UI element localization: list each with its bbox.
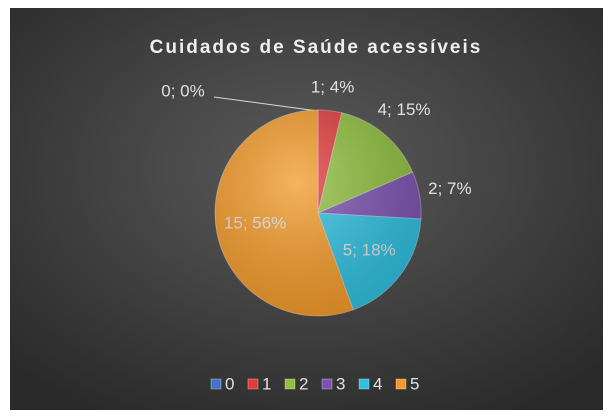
data-label: 1; 4% [311,78,354,97]
legend-marker [247,378,259,390]
data-label: 4; 15% [378,100,431,119]
legend-label: 2 [299,374,308,393]
legend-marker [321,378,333,390]
legend-marker [210,378,222,390]
data-label: 5; 18% [343,241,396,260]
legend-marker [284,378,296,390]
chart-title: Cuidados de Saúde acessíveis [150,37,483,58]
legend-label: 1 [262,374,271,393]
data-label: 0; 0% [161,81,204,100]
data-label: 2; 7% [428,179,471,198]
legend-marker [395,378,407,390]
legend-label: 5 [410,374,419,393]
legend-marker [358,378,370,390]
legend-label: 0 [225,374,234,393]
legend-label: 4 [373,374,382,393]
legend-label: 3 [336,374,345,393]
leader-line [213,96,319,112]
data-label: 15; 56% [224,214,286,233]
